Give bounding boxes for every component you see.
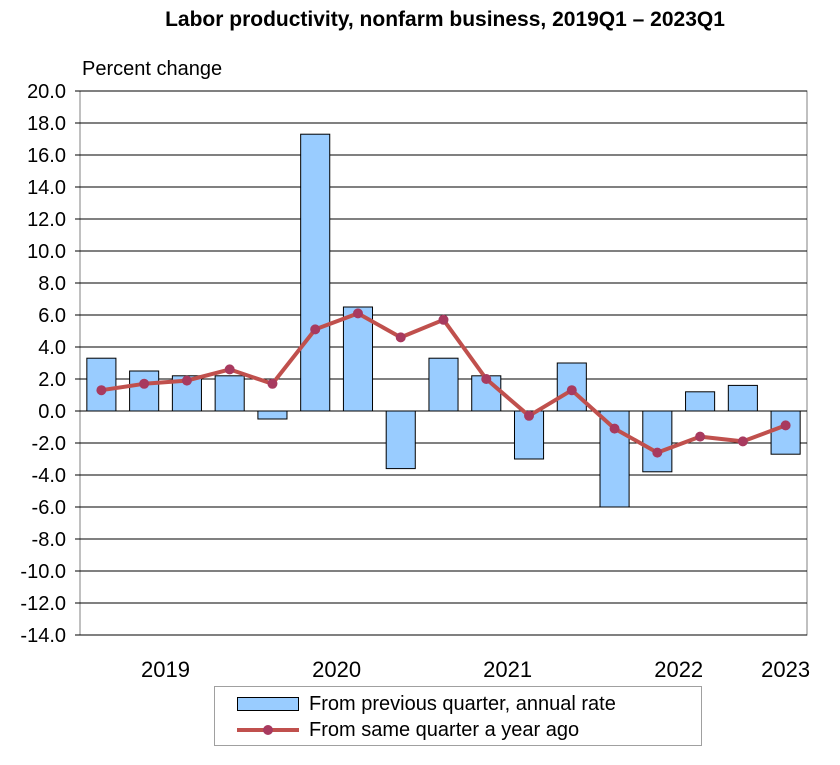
point-2020Q4 [395,332,406,343]
x-tick-label-2022: 2022 [654,657,703,682]
y-tick-label: 6.0 [38,305,66,327]
line-layer [96,308,791,458]
bar-2020Q1 [257,410,288,420]
legend-bar-label: From previous quarter, annual rate [309,692,616,715]
point-2021Q4 [566,385,577,396]
x-tick-label-2021: 2021 [483,657,532,682]
point-2019Q1 [96,385,107,396]
chart-title: Labor productivity, nonfarm business, 20… [165,8,725,31]
bar-2020Q4 [385,410,416,470]
bar-2023Q1 [770,410,801,455]
point-2019Q2 [139,378,150,389]
x-tick-label-2023: 2023 [761,657,810,682]
y-tick-label: -4.0 [32,465,66,487]
point-2023Q1 [780,420,791,431]
legend-bar-swatch [237,697,299,711]
legend-line-swatch [237,723,299,737]
point-2021Q3 [524,410,535,421]
point-2019Q4 [224,364,235,375]
x-tick-label-2020: 2020 [312,657,361,682]
point-2020Q1 [267,378,278,389]
bar-2021Q1 [428,357,459,412]
x-tick-label-2019: 2019 [141,657,190,682]
bar-2022Q3 [685,391,716,412]
y-tick-label: 20.0 [27,81,66,103]
point-2021Q1 [438,314,449,325]
y-tick-label: 10.0 [27,241,66,263]
y-tick-label: -12.0 [20,593,66,615]
y-axis-unit-label: Percent change [82,58,223,80]
y-tick-label: 16.0 [27,145,66,167]
y-tick-label: -14.0 [20,625,66,647]
y-tick-label: -10.0 [20,561,66,583]
y-tick-label: -6.0 [32,497,66,519]
y-tick-label: 14.0 [27,177,66,199]
legend-item-bars: From previous quarter, annual rate [215,691,616,717]
chart-plot: 20.0 18.0 16.0 14.0 12.0 10.0 8.0 6.0 4.0 2.0 0.0 -… [20,81,810,682]
legend: From previous quarter, annual rate From … [214,686,702,746]
y-tick-label: 12.0 [27,209,66,231]
y-tick-label: -2.0 [32,433,66,455]
point-2022Q1 [609,423,620,434]
bar-2022Q2 [642,410,673,473]
legend-line-label: From same quarter a year ago [309,718,580,741]
point-2022Q4 [737,436,748,447]
axis-layer: 20.0 18.0 16.0 14.0 12.0 10.0 8.0 6.0 4.0 2.0 0.0 -… [20,81,810,682]
point-2020Q2 [310,324,321,335]
y-tick-label: 4.0 [38,337,66,359]
point-2022Q3 [695,431,706,442]
point-2020Q3 [352,308,363,319]
bar-2019Q2 [129,370,160,412]
bar-2020Q2 [300,133,331,412]
legend-item-line: From same quarter a year ago [215,717,579,743]
y-tick-label: 2.0 [38,369,66,391]
point-2022Q2 [652,447,663,458]
point-2021Q2 [481,374,492,384]
y-tick-label: 18.0 [27,113,66,135]
y-tick-label: 0.0 [38,401,66,423]
bar-2020Q3 [342,306,374,412]
bar-2019Q1 [86,357,117,412]
y-tick-label: -8.0 [32,529,66,551]
bar-2019Q4 [214,375,245,412]
point-2019Q3 [181,375,192,386]
y-tick-label: 8.0 [38,273,66,295]
bar-2022Q4 [727,384,758,412]
